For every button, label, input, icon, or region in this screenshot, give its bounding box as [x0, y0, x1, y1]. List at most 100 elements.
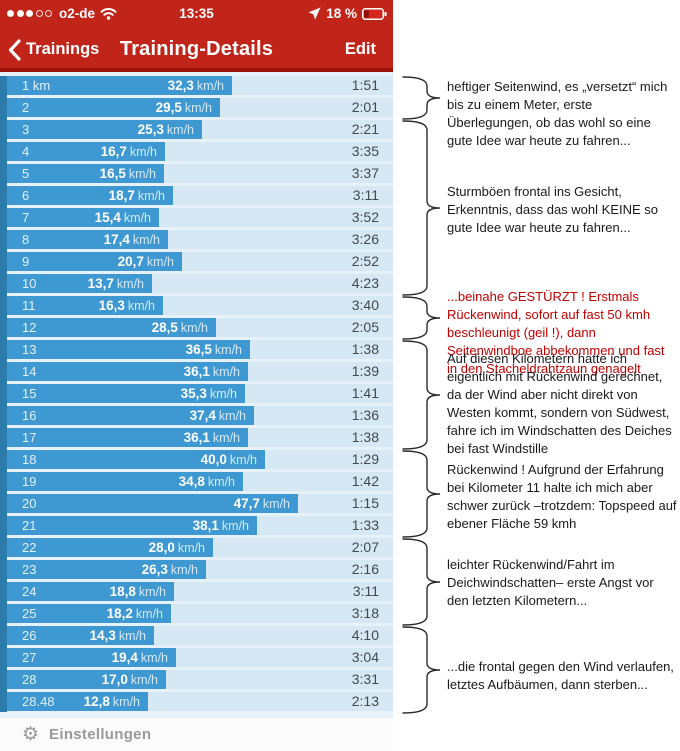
speed-value: 34,8 km/h [178, 474, 235, 489]
km-label: 7 [22, 210, 30, 225]
clock-label: 13:35 [179, 6, 214, 21]
table-row[interactable]: 2 29,5 km/h 2:01 [7, 98, 393, 117]
speed-value: 25,3 km/h [137, 122, 194, 137]
signal-dot [16, 10, 24, 17]
brace-bracket [402, 296, 441, 340]
speed-bar: 7 15,4 km/h [7, 208, 159, 227]
speed-bar: 18 40,0 km/h [7, 450, 265, 469]
table-row[interactable]: 11 16,3 km/h 3:40 [7, 296, 393, 315]
speed-value: 17,0 km/h [101, 672, 158, 687]
location-arrow-icon [308, 7, 321, 20]
speed-unit: km/h [212, 365, 240, 379]
table-row[interactable]: 9 20,7 km/h 2:52 [7, 252, 393, 271]
speed-bar: 15 35,3 km/h [7, 384, 245, 403]
brace-bracket [402, 340, 441, 450]
lap-time: 3:37 [351, 165, 379, 181]
speed-value: 28,0 km/h [148, 540, 205, 555]
table-row[interactable]: 22 28,0 km/h 2:07 [7, 538, 393, 557]
battery-icon [362, 7, 387, 20]
lap-time: 3:11 [352, 583, 379, 599]
km-label: 21 [22, 518, 37, 533]
bottom-toolbar: ⚙ Einstellungen [0, 718, 393, 751]
table-row[interactable]: 5 16,5 km/h 3:37 [7, 164, 393, 183]
speed-value: 47,7 km/h [233, 496, 290, 511]
table-row[interactable]: 23 26,3 km/h 2:16 [7, 560, 393, 579]
lap-time: 2:05 [351, 319, 379, 335]
speed-value: 32,3 km/h [167, 78, 224, 93]
table-row[interactable]: 1 km 32,3 km/h 1:51 [7, 76, 393, 95]
table-row[interactable]: 26 14,3 km/h 4:10 [7, 626, 393, 645]
annotation-braces [402, 76, 441, 714]
km-label: 28 [22, 672, 37, 687]
table-row[interactable]: 14 36,1 km/h 1:39 [7, 362, 393, 381]
speed-bar: 26 14,3 km/h [7, 626, 154, 645]
speed-bar: 25 18,2 km/h [7, 604, 171, 623]
speed-unit: km/h [209, 387, 237, 401]
speed-bar: 22 28,0 km/h [7, 538, 213, 557]
speed-unit: km/h [128, 167, 156, 181]
speed-bar: 23 26,3 km/h [7, 560, 206, 579]
table-row[interactable]: 10 13,7 km/h 4:23 [7, 274, 393, 293]
table-row[interactable]: 28.48 12,8 km/h 2:13 [7, 692, 393, 711]
edit-button[interactable]: Edit [344, 40, 376, 58]
speed-unit: km/h [170, 563, 198, 577]
speed-bar: 17 36,1 km/h [7, 428, 248, 447]
lap-time: 3:31 [351, 671, 379, 687]
table-row[interactable]: 16 37,4 km/h 1:36 [7, 406, 393, 425]
km-label: 13 [22, 342, 37, 357]
carrier-label: o2-de [59, 6, 96, 21]
speed-unit: km/h [129, 145, 157, 159]
brace-bracket [402, 450, 441, 538]
lap-time: 3:40 [351, 297, 379, 313]
km-label: 19 [22, 474, 37, 489]
speed-value: 20,7 km/h [117, 254, 174, 269]
table-row[interactable]: 27 19,4 km/h 3:04 [7, 648, 393, 667]
gear-icon: ⚙ [22, 724, 40, 745]
table-row[interactable]: 6 18,7 km/h 3:11 [7, 186, 393, 205]
annotation-note: leichter Rückenwind/Fahrt im Deichwindsc… [447, 557, 654, 608]
table-row[interactable]: 17 36,1 km/h 1:38 [7, 428, 393, 447]
table-row[interactable]: 18 40,0 km/h 1:29 [7, 450, 393, 469]
page-title: Training-Details [119, 38, 274, 60]
table-row[interactable]: 20 47,7 km/h 1:15 [7, 494, 393, 513]
signal-dot [35, 10, 43, 17]
speed-value: 12,8 km/h [83, 694, 140, 709]
table-row[interactable]: 7 15,4 km/h 3:52 [7, 208, 393, 227]
speed-bar: 20 47,7 km/h [7, 494, 298, 513]
table-row[interactable]: 13 36,5 km/h 1:38 [7, 340, 393, 359]
table-row[interactable]: 4 16,7 km/h 3:35 [7, 142, 393, 161]
km-label: 27 [22, 650, 37, 665]
speed-value: 16,5 km/h [99, 166, 156, 181]
table-row[interactable]: 15 35,3 km/h 1:41 [7, 384, 393, 403]
speed-unit: km/h [166, 123, 194, 137]
lap-time: 4:23 [351, 275, 379, 291]
annotation-note: Auf diesen Kilometern hatte ich eigentli… [447, 351, 672, 456]
table-row[interactable]: 24 18,8 km/h 3:11 [7, 582, 393, 601]
back-button[interactable]: Trainings [8, 27, 99, 72]
speed-unit: km/h [180, 321, 208, 335]
table-row[interactable]: 12 28,5 km/h 2:05 [7, 318, 393, 337]
lap-time: 2:52 [351, 253, 379, 269]
speed-unit: km/h [140, 651, 168, 665]
km-label: 10 [22, 276, 37, 291]
speed-unit: km/h [130, 673, 158, 687]
speed-unit: km/h [177, 541, 205, 555]
table-row[interactable]: 3 25,3 km/h 2:21 [7, 120, 393, 139]
lap-time: 1:29 [351, 451, 379, 467]
table-row[interactable]: 8 17,4 km/h 3:26 [7, 230, 393, 249]
table-row[interactable]: 21 38,1 km/h 1:33 [7, 516, 393, 535]
lap-time: 3:04 [351, 649, 379, 665]
table-row[interactable]: 25 18,2 km/h 3:18 [7, 604, 393, 623]
table-row[interactable]: 28 17,0 km/h 3:31 [7, 670, 393, 689]
speed-value: 36,1 km/h [183, 364, 240, 379]
table-row[interactable]: 19 34,8 km/h 1:42 [7, 472, 393, 491]
signal-dot [45, 10, 52, 17]
km-label: 25 [22, 606, 37, 621]
speed-value: 16,7 km/h [100, 144, 157, 159]
speed-bar: 2 29,5 km/h [7, 98, 220, 117]
km-label: 12 [22, 320, 37, 335]
lap-time: 1:51 [351, 77, 379, 93]
km-label: 11 [22, 298, 36, 313]
settings-button[interactable]: ⚙ Einstellungen [22, 725, 151, 744]
